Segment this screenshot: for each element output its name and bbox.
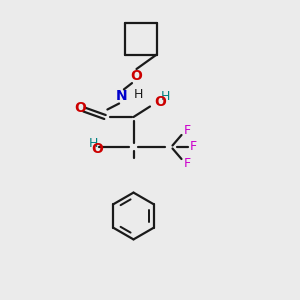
Text: O: O	[74, 101, 86, 115]
Text: O: O	[154, 95, 166, 109]
Text: H: H	[133, 88, 143, 101]
Text: H: H	[88, 137, 98, 150]
Text: O: O	[92, 142, 104, 156]
Text: F: F	[184, 124, 191, 137]
Text: F: F	[184, 157, 191, 170]
Text: F: F	[190, 140, 197, 154]
Text: O: O	[130, 70, 142, 83]
Text: N: N	[116, 89, 127, 103]
Text: H: H	[160, 90, 170, 104]
